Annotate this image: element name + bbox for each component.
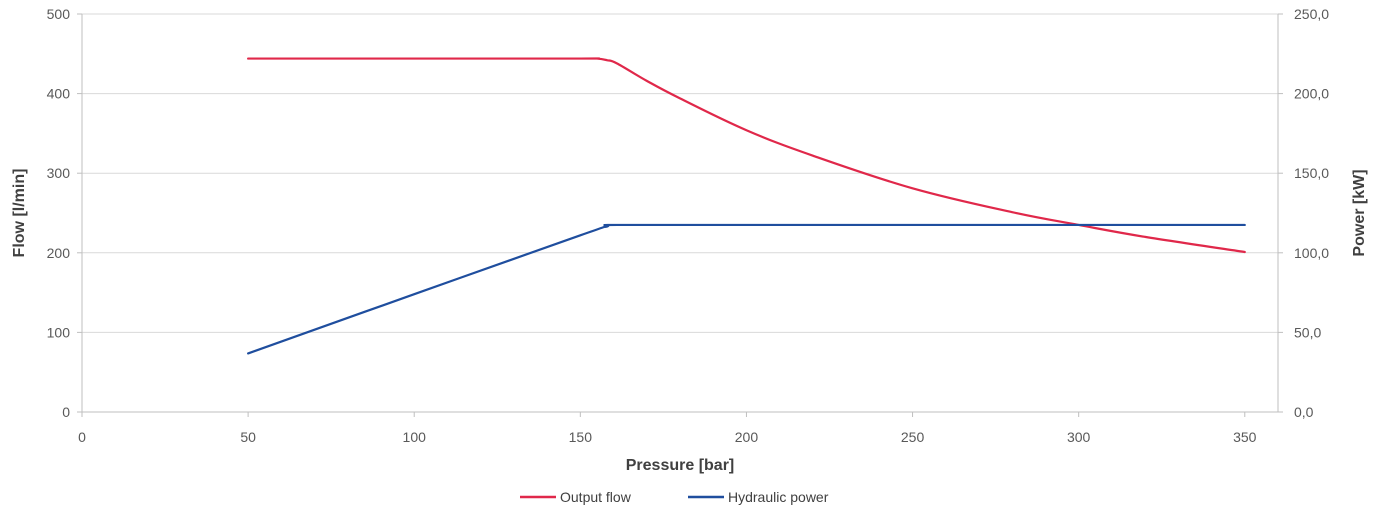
y-left-tick-label: 100 <box>47 324 71 340</box>
legend-label-output-flow: Output flow <box>560 489 632 505</box>
y-right-tick-label: 150,0 <box>1294 165 1329 181</box>
y-right-tick-label: 200,0 <box>1294 86 1329 102</box>
x-tick-label: 350 <box>1233 429 1257 445</box>
x-tick-label: 250 <box>901 429 925 445</box>
y-left-tick-label: 500 <box>47 6 71 22</box>
y-left-tick-label: 300 <box>47 165 71 181</box>
x-axis-title: Pressure [bar] <box>626 457 735 474</box>
x-tick-label: 0 <box>78 429 86 445</box>
axes <box>77 13 1283 417</box>
y-right-tick-label: 250,0 <box>1294 6 1329 22</box>
gridlines <box>82 13 1278 333</box>
legend: Output flow Hydraulic power <box>520 489 829 505</box>
x-tick-label: 50 <box>240 429 256 445</box>
x-tick-label: 150 <box>569 429 593 445</box>
x-tick-label: 200 <box>735 429 759 445</box>
x-tick-label: 100 <box>403 429 427 445</box>
y-right-tick-label: 50,0 <box>1294 324 1321 340</box>
y-left-tick-label: 0 <box>62 404 70 420</box>
y-left-tick-label: 400 <box>47 86 71 102</box>
y-right-tick-label: 0,0 <box>1294 404 1314 420</box>
tick-labels: 0 50 100 150 200 250 300 350 0 100 200 300 400 500 0,0… <box>47 6 1330 445</box>
y-axis-left-title: Flow [l/min] <box>11 169 28 258</box>
y-left-tick-label: 200 <box>47 245 71 261</box>
x-tick-label: 300 <box>1067 429 1091 445</box>
y-right-tick-label: 100,0 <box>1294 245 1329 261</box>
y-axis-right-title: Power [kW] <box>1351 169 1368 256</box>
series-lines <box>247 57 1246 355</box>
series-line-output-flow <box>247 57 1246 254</box>
legend-label-hydraulic-power: Hydraulic power <box>728 489 829 505</box>
series-line-hydraulic-power <box>247 223 1246 355</box>
